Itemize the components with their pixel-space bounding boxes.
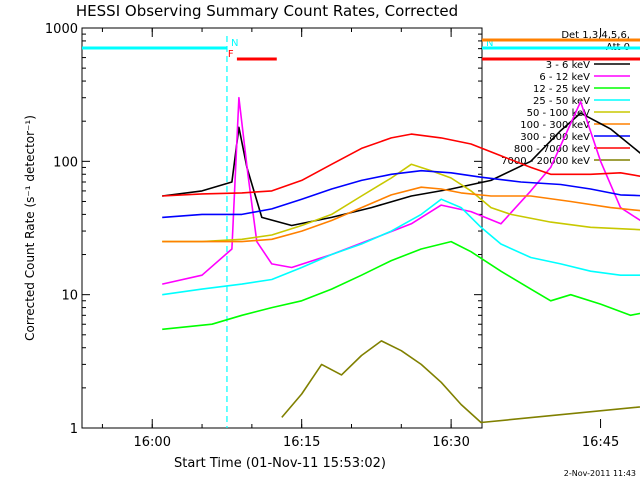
y-tick-label: 100 xyxy=(53,155,78,170)
x-axis-label: Start Time (01-Nov-11 15:53:02) xyxy=(174,456,386,471)
series-line xyxy=(162,163,640,243)
legend-entry: 100 - 300 keV xyxy=(520,120,590,131)
plot-frame xyxy=(81,27,483,429)
y-tick-label: 10 xyxy=(61,289,78,304)
series-line xyxy=(162,96,640,285)
legend-entry: 50 - 100 keV xyxy=(527,108,591,119)
x-tick-label: 16:30 xyxy=(432,435,469,450)
interval-label: N xyxy=(231,38,238,49)
x-tick-label: 16:45 xyxy=(582,435,619,450)
legend-entry: 3 - 6 keV xyxy=(546,60,590,71)
series-line xyxy=(162,169,640,219)
legend-entry: 25 - 50 keV xyxy=(533,96,590,107)
legend-entry: 300 - 800 keV xyxy=(520,132,590,143)
interval-label: N xyxy=(486,38,493,49)
series-line xyxy=(281,340,640,424)
timestamp: 2-Nov-2011 11:43 xyxy=(564,469,636,478)
interval-label: F xyxy=(228,49,234,60)
y-axis-label: Corrected Count Rate (s⁻¹ detector⁻¹) xyxy=(23,115,37,341)
x-tick-label: 16:00 xyxy=(134,435,171,450)
legend-entry: 6 - 12 keV xyxy=(539,72,590,83)
legend-entry: 7000 - 20000 keV xyxy=(501,156,590,167)
legend-entry: 800 - 7000 keV xyxy=(514,144,590,155)
series-line xyxy=(162,133,640,197)
plot-area: 110100100016:0016:1516:3016:4517:0017:15… xyxy=(45,22,640,450)
series-line xyxy=(162,198,640,296)
y-tick-label: 1000 xyxy=(45,22,78,37)
x-tick-label: 16:15 xyxy=(283,435,320,450)
y-tick-label: 1 xyxy=(70,422,78,437)
series-line xyxy=(162,240,640,331)
series-line xyxy=(162,186,640,243)
chart-title: HESSI Observing Summary Count Rates, Cor… xyxy=(76,2,458,20)
legend-header-line-1: Det 1,3,4,5,6, xyxy=(561,30,630,41)
legend-entry: 12 - 25 keV xyxy=(533,84,590,95)
